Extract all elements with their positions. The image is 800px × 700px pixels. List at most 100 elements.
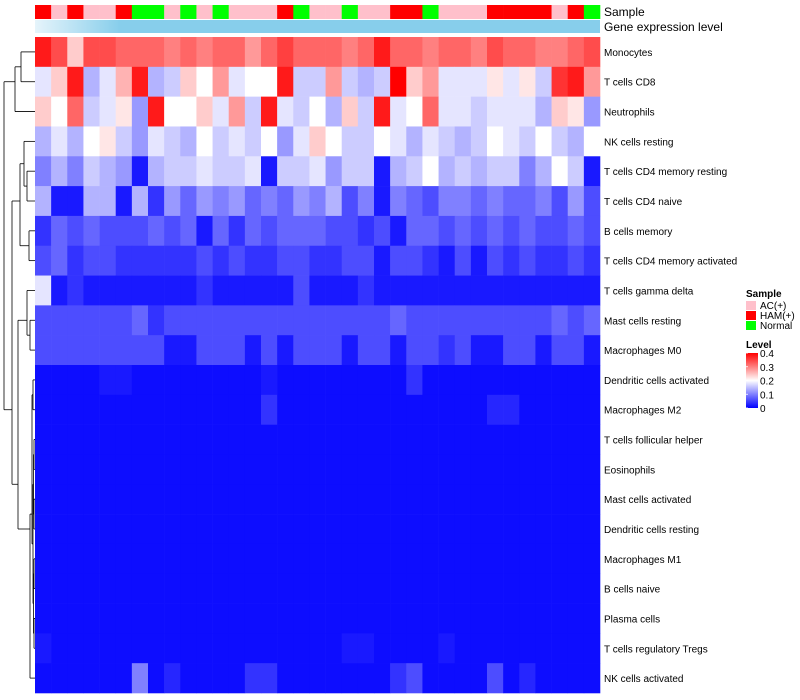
heatmap-cell <box>325 365 343 396</box>
heatmap-cell <box>374 96 391 127</box>
heatmap-cell <box>67 96 84 127</box>
heatmap-cell <box>196 424 213 455</box>
heatmap-cell <box>244 663 262 694</box>
heatmap-cell <box>519 245 536 276</box>
heatmap-cell <box>487 454 504 485</box>
heatmap-cell <box>277 66 294 97</box>
heatmap-cell <box>583 603 601 634</box>
heatmap-cell <box>35 186 52 217</box>
heatmap-cell <box>422 126 439 157</box>
heatmap-cell <box>309 275 326 306</box>
row-label: NK cells activated <box>604 674 683 685</box>
heatmap-cell <box>212 186 230 217</box>
heatmap-cell <box>261 454 278 485</box>
heatmap-cell <box>470 156 488 187</box>
heatmap-cell <box>325 543 343 575</box>
heatmap-cell <box>357 514 375 545</box>
heatmap-cell <box>487 66 504 97</box>
heatmap-cell <box>551 663 569 694</box>
level-tick-label: 0.2 <box>760 377 774 388</box>
heatmap-cell <box>470 186 488 217</box>
heatmap-cell <box>148 573 165 604</box>
heatmap-cell <box>406 663 423 694</box>
heatmap-cell <box>535 305 552 336</box>
heatmap-cell <box>551 454 569 485</box>
heatmap-cell <box>99 454 117 485</box>
heatmap-cell <box>164 633 181 664</box>
heatmap-cell <box>164 37 181 68</box>
heatmap-cell <box>535 514 552 545</box>
heatmap-cell <box>390 573 407 604</box>
heatmap-cell <box>406 603 423 634</box>
heatmap-cell <box>325 454 343 485</box>
heatmap-cell <box>503 454 520 485</box>
heatmap-cell <box>390 454 407 485</box>
heatmap-cell <box>325 186 343 217</box>
heatmap-cell <box>325 126 343 157</box>
heatmap-cell <box>374 245 391 276</box>
heatmap-cell <box>196 215 213 247</box>
heatmap-cell <box>341 573 359 604</box>
heatmap-cell <box>535 484 552 515</box>
heatmap-cell <box>341 335 359 366</box>
row-labels: Monocytes T cells CD8 Neutrophils NK cells … <box>604 48 737 685</box>
heatmap-cell <box>35 633 52 664</box>
heatmap-cell <box>535 275 552 306</box>
heatmap-cell <box>261 394 278 425</box>
heatmap-cell <box>277 275 294 306</box>
heatmap-cell <box>180 394 197 425</box>
heatmap-cell <box>99 484 117 515</box>
heatmap-cell <box>341 215 359 247</box>
heatmap-cell <box>196 66 213 97</box>
heatmap-cell <box>503 305 520 336</box>
heatmap-cell <box>454 335 472 366</box>
heatmap-cell <box>35 305 52 336</box>
heatmap-cell <box>438 484 456 515</box>
heatmap-cell <box>277 484 294 515</box>
heatmap-cell <box>374 66 391 97</box>
heatmap-cell <box>244 365 262 396</box>
heatmap-cell <box>131 484 149 515</box>
heatmap-cell <box>567 335 585 366</box>
heatmap-cell <box>180 424 197 455</box>
heatmap-cell <box>131 186 149 217</box>
heatmap-cell <box>422 603 439 634</box>
sample-legend-title: Sample <box>746 289 782 300</box>
heatmap-cell <box>261 424 278 455</box>
heatmap-cell <box>341 156 359 187</box>
heatmap-cells <box>35 37 601 694</box>
heatmap-cell <box>131 663 149 694</box>
heatmap-cell <box>583 543 601 575</box>
heatmap-cell <box>131 275 149 306</box>
heatmap-cell <box>567 66 585 97</box>
heatmap-cell <box>244 514 262 545</box>
heatmap-cell <box>67 394 84 425</box>
heatmap-cell <box>83 603 100 634</box>
heatmap-cell <box>567 454 585 485</box>
heatmap-cell <box>551 335 569 366</box>
heatmap-cell <box>357 663 375 694</box>
sample-annotation-cell <box>99 5 117 19</box>
heatmap-cell <box>35 365 52 396</box>
heatmap-cell <box>567 186 585 217</box>
heatmap-cell <box>535 394 552 425</box>
heatmap-cell <box>164 424 181 455</box>
row-label: Mast cells resting <box>604 316 681 327</box>
heatmap-cell <box>438 633 456 664</box>
heatmap-cell <box>454 186 472 217</box>
heatmap-cell <box>148 543 165 575</box>
heatmap-cell <box>503 186 520 217</box>
heatmap-cell <box>244 484 262 515</box>
heatmap-cell <box>470 245 488 276</box>
heatmap-cell <box>131 305 149 336</box>
heatmap-cell <box>422 335 439 366</box>
heatmap-cell <box>277 96 294 127</box>
heatmap-cell <box>390 484 407 515</box>
heatmap-cell <box>583 245 601 276</box>
heatmap-cell <box>83 215 100 247</box>
heatmap-cell <box>583 156 601 187</box>
heatmap-cell <box>357 394 375 425</box>
heatmap-cell <box>164 484 181 515</box>
heatmap-cell <box>519 573 536 604</box>
row-label: T cells CD4 memory resting <box>604 167 727 178</box>
